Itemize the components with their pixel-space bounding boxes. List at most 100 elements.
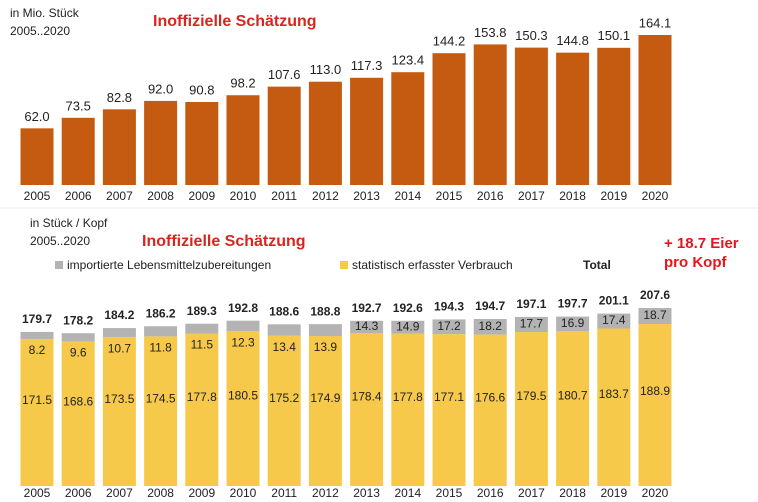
- x-tick-label: 2017: [518, 486, 545, 500]
- bar-segment: [308, 324, 342, 337]
- chart-title: Inoffizielle Schätzung: [142, 233, 306, 250]
- total-label: 179.7: [22, 312, 52, 326]
- x-tick-label: 2013: [353, 486, 380, 500]
- x-tick-label: 2015: [436, 189, 463, 203]
- bar-segment: [350, 333, 384, 486]
- unit-label: in Mio. Stück: [10, 6, 80, 20]
- x-tick-label: 2009: [188, 486, 215, 500]
- period-label: 2005..2020: [30, 234, 90, 248]
- data-label: 188.9: [640, 384, 670, 398]
- data-label: 18.2: [479, 319, 503, 333]
- total-label: 192.7: [352, 301, 382, 315]
- data-label: 164.1: [639, 15, 672, 30]
- total-label: 201.1: [599, 294, 629, 308]
- x-tick-label: 2017: [518, 189, 545, 203]
- data-label: 17.4: [602, 313, 626, 327]
- x-tick-label: 2005: [24, 486, 51, 500]
- data-label: 183.7: [599, 387, 629, 401]
- data-label: 177.8: [393, 390, 423, 404]
- bar-segment: [391, 320, 425, 334]
- bar: [391, 72, 425, 185]
- bar-segment: [432, 334, 466, 486]
- data-label: 14.3: [355, 319, 379, 333]
- x-tick-label: 2006: [65, 189, 92, 203]
- total-label: 194.3: [434, 300, 464, 314]
- bar-segment: [226, 331, 260, 486]
- legend-swatch: [55, 261, 63, 269]
- legend-swatch: [340, 261, 348, 269]
- bar-segment: [308, 336, 342, 486]
- total-label: 178.2: [63, 313, 93, 327]
- x-tick-label: 2013: [353, 189, 380, 203]
- annotation: + 18.7 Eier: [664, 235, 739, 252]
- legend-label: statistisch erfasster Verbrauch: [352, 258, 513, 272]
- data-label: 90.8: [189, 82, 214, 97]
- data-label: 9.6: [70, 346, 87, 360]
- data-label: 11.5: [191, 338, 214, 352]
- x-tick-label: 2016: [477, 486, 504, 500]
- data-label: 171.5: [22, 393, 52, 407]
- data-label: 73.5: [66, 98, 91, 113]
- data-label: 177.1: [434, 390, 464, 404]
- bar: [514, 47, 548, 185]
- bar-segment: [226, 320, 260, 332]
- data-label: 16.9: [561, 316, 585, 330]
- total-label: 184.2: [104, 308, 134, 322]
- bar: [267, 86, 301, 185]
- x-tick-label: 2007: [106, 189, 133, 203]
- data-label: 10.7: [108, 341, 132, 355]
- data-label: 180.5: [228, 388, 258, 402]
- total-label: 189.3: [187, 304, 217, 318]
- bar-segment: [185, 333, 219, 486]
- bar-segment: [514, 316, 548, 333]
- bar-segment: [144, 326, 178, 337]
- bar-segment: [20, 331, 54, 339]
- bar-segment: [432, 319, 466, 335]
- bar-segment: [473, 334, 507, 486]
- data-label: 14.9: [396, 319, 420, 333]
- data-label: 92.0: [148, 81, 173, 96]
- chart-title: Inoffizielle Schätzung: [153, 13, 317, 30]
- data-label: 168.6: [63, 394, 93, 408]
- x-tick-label: 2010: [230, 189, 257, 203]
- x-tick-label: 2015: [436, 486, 463, 500]
- total-label: 186.2: [146, 306, 176, 320]
- data-label: 62.0: [24, 109, 49, 124]
- bar: [432, 53, 466, 186]
- bar-segment: [597, 328, 631, 486]
- bar-segment: [638, 308, 672, 325]
- x-tick-label: 2011: [271, 486, 297, 500]
- bar-segment: [102, 328, 136, 338]
- bar-segment: [185, 323, 219, 334]
- bar-segment: [61, 333, 95, 342]
- data-label: 8.2: [29, 343, 46, 357]
- bar: [185, 102, 219, 185]
- data-label: 173.5: [104, 392, 134, 406]
- data-label: 178.4: [352, 389, 382, 403]
- x-tick-label: 2016: [477, 189, 504, 203]
- bar: [144, 100, 178, 185]
- data-label: 11.8: [149, 341, 172, 355]
- data-label: 150.3: [515, 28, 548, 43]
- x-tick-label: 2018: [559, 486, 586, 500]
- bar-segment: [144, 336, 178, 486]
- data-label: 144.8: [556, 33, 589, 48]
- bar: [350, 77, 384, 185]
- total-label: 188.6: [269, 304, 299, 318]
- data-label: 18.7: [643, 308, 667, 322]
- data-label: 153.8: [474, 25, 507, 40]
- x-tick-label: 2007: [106, 486, 133, 500]
- total-label: 197.7: [558, 297, 588, 311]
- data-label: 13.4: [273, 340, 297, 354]
- x-tick-label: 2010: [230, 486, 257, 500]
- data-label: 174.5: [146, 391, 176, 405]
- data-label: 82.8: [107, 90, 132, 105]
- x-tick-label: 2020: [642, 189, 669, 203]
- total-label: 188.8: [310, 304, 340, 318]
- x-tick-label: 2019: [600, 486, 627, 500]
- x-tick-label: 2005: [24, 189, 51, 203]
- total-label: 207.6: [640, 288, 670, 302]
- bar-segment: [267, 335, 301, 486]
- x-tick-label: 2018: [559, 189, 586, 203]
